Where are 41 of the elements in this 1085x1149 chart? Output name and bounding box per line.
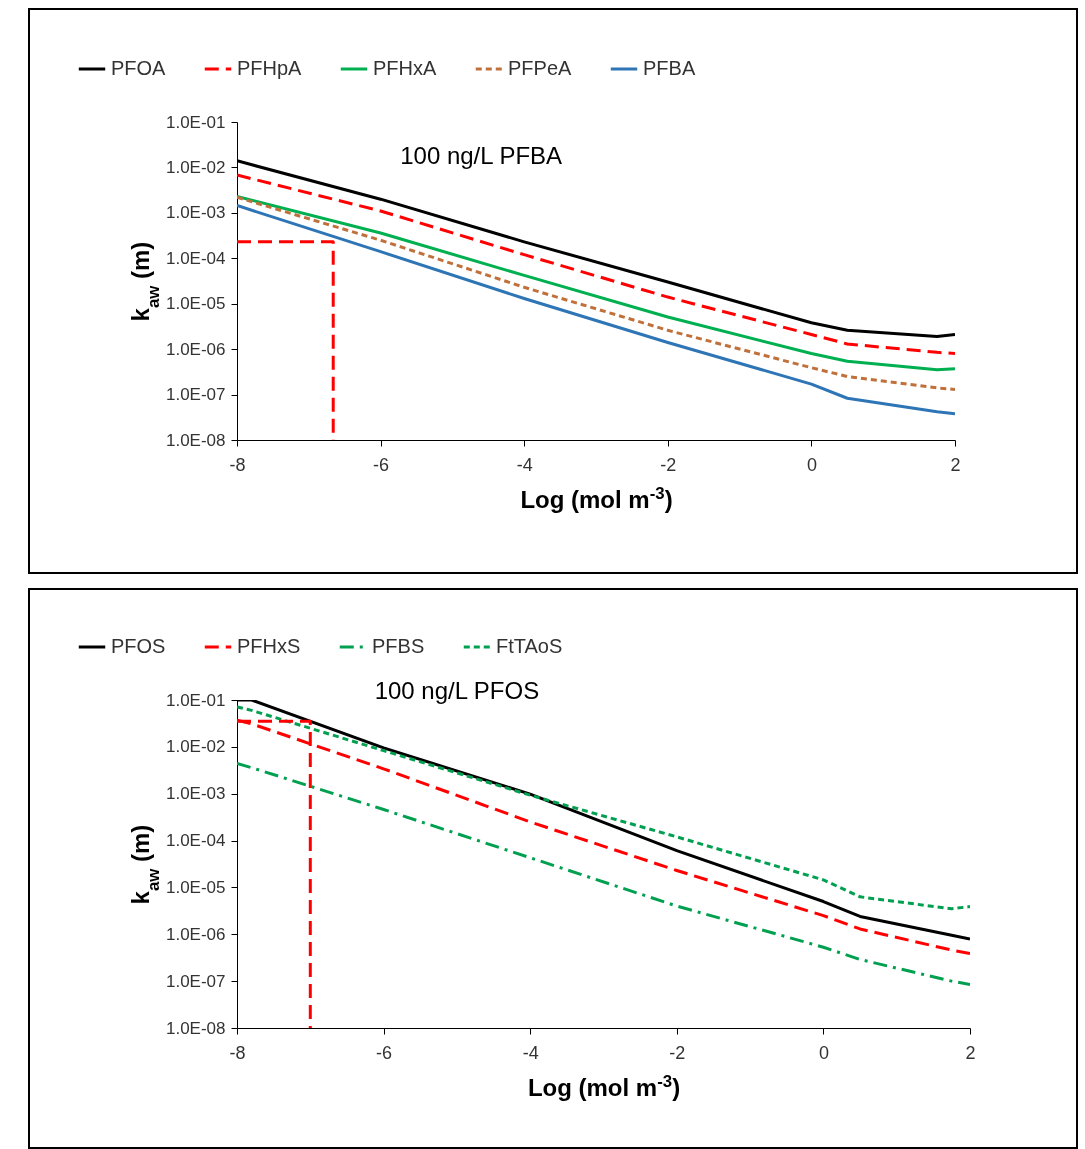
legend-label: PFHxA	[373, 57, 437, 79]
x-tick-label: -4	[516, 454, 533, 475]
legend-label: PFBS	[372, 635, 425, 657]
y-tick-label: 1.0E-04	[165, 248, 226, 268]
x-tick-label: -6	[376, 1042, 393, 1063]
x-tick-label: -6	[373, 454, 390, 475]
y-tick-label: 1.0E-01	[165, 112, 226, 132]
y-tick-label: 1.0E-02	[165, 157, 226, 177]
legend-label: PFOA	[111, 57, 167, 79]
x-tick-label: 2	[950, 454, 961, 475]
legend-label: PFPeA	[508, 57, 573, 79]
x-tick-label: -2	[660, 454, 677, 475]
y-tick-label: 1.0E-05	[165, 294, 226, 314]
y-tick-label: 1.0E-03	[165, 784, 226, 804]
x-tick-label: 2	[965, 1042, 976, 1063]
x-tick-label: 0	[818, 1042, 829, 1063]
y-tick-label: 1.0E-08	[165, 430, 226, 450]
y-tick-label: 1.0E-05	[165, 877, 226, 897]
y-tick-label: 1.0E-02	[165, 737, 226, 757]
y-tick-label: 1.0E-01	[165, 690, 226, 710]
x-tick-label: -8	[229, 1042, 246, 1063]
y-tick-label: 1.0E-04	[165, 831, 226, 851]
x-tick-label: -8	[229, 454, 246, 475]
y-tick-label: 1.0E-03	[165, 203, 226, 223]
y-tick-label: 1.0E-08	[165, 1018, 226, 1038]
legend-label: PFBA	[643, 57, 696, 79]
y-tick-label: 1.0E-07	[165, 385, 226, 405]
x-tick-label: -4	[522, 1042, 539, 1063]
legend-label: PFHpA	[237, 57, 303, 79]
x-axis-title: Log (mol m$^{-3}$)	[527, 1071, 681, 1101]
annotation: 100 ng/L PFOS	[374, 677, 540, 704]
x-tick-label: 0	[806, 454, 817, 475]
legend-label: PFHxS	[237, 635, 301, 657]
annotation: 100 ng/L PFBA	[400, 142, 563, 169]
legend-label: FtTAoS	[496, 635, 563, 657]
y-tick-label: 1.0E-06	[165, 924, 226, 944]
x-tick-label: -2	[669, 1042, 686, 1063]
y-tick-label: 1.0E-07	[165, 971, 226, 991]
y-tick-label: 1.0E-06	[165, 339, 226, 359]
legend-label: PFOS	[111, 635, 166, 657]
x-axis-title: Log (mol m$^{-3}$)	[520, 483, 673, 513]
